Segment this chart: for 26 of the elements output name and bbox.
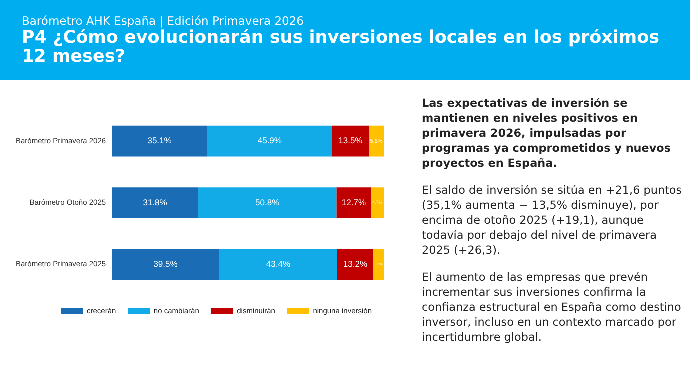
data-label: 45.9%: [258, 136, 282, 146]
bar: [332, 126, 370, 157]
bar: [373, 249, 384, 280]
text: El aumento de las empresas que prevén incrementar sus inversiones confirma la confianza estructural en España como destino inversor, incluso en un contexto marcado por incertidumbre global.: [422, 270, 682, 345]
data-label: 12.7%: [342, 197, 366, 208]
data-label: 50.8%: [256, 197, 280, 208]
bar: [371, 188, 384, 218]
chart-subtitle: Barómetro AHK España | Edición Primavera 2026: [22, 14, 304, 28]
bar: [219, 249, 338, 280]
bar: [112, 126, 208, 157]
data-label: 31.8%: [143, 197, 168, 208]
data-label: 13.5%: [338, 136, 364, 146]
data-label: 39.5%: [154, 259, 178, 270]
bar: [112, 188, 199, 218]
bar: [198, 188, 337, 218]
chart-title: P4 ¿Cómo evolucionarán sus inversiones locales en los próximos 12 meses?: [22, 28, 661, 67]
bar: [369, 126, 384, 157]
data-label: 13.2%: [343, 259, 368, 270]
text: El saldo de inversión se sitúa en +21,6 puntos (35,1% aumenta − 13,5% disminuye), por encima de otoño 2025 (+19,1), aunque todavía por debajo del nivel de primavera 2025 (+26,3).: [422, 183, 684, 258]
bar: [112, 249, 220, 280]
text: Las expectativas de inversión se mantienen en niveles positivos en primavera 2026, impulsadas por programas ya comprometidos y nuevos proyectos en España.: [422, 96, 672, 171]
bar: [337, 249, 374, 280]
bar: [336, 188, 372, 218]
data-label: 35.1%: [148, 136, 172, 146]
bar: [208, 126, 332, 157]
data-label: 43.4%: [266, 259, 291, 270]
